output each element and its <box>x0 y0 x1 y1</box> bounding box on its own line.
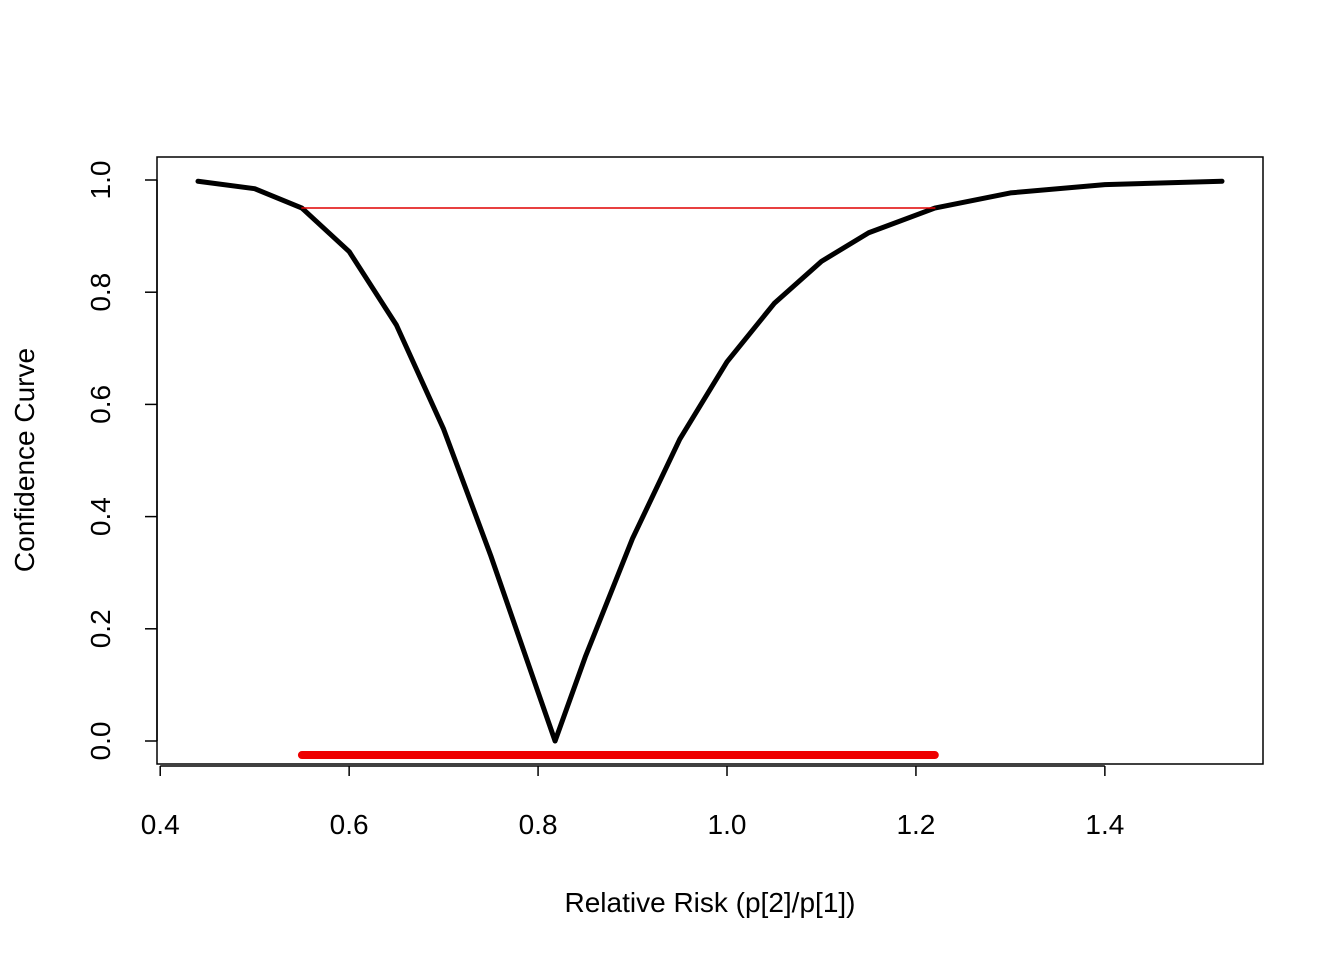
x-tick-label: 1.2 <box>896 809 935 840</box>
y-axis-label: Confidence Curve <box>9 348 40 572</box>
curve <box>195 178 1225 744</box>
y-tick-label: 0.4 <box>85 497 116 536</box>
x-axis-label: Relative Risk (p[2]/p[1]) <box>565 887 856 918</box>
y-tick-label: 1.0 <box>85 161 116 200</box>
y-tick-label: 0.8 <box>85 273 116 312</box>
x-tick-label: 0.4 <box>141 809 180 840</box>
plot-box <box>156 156 1264 765</box>
y-tick-label: 0.2 <box>85 609 116 648</box>
x-tick-label: 0.6 <box>330 809 369 840</box>
x-tick-label: 1.0 <box>708 809 747 840</box>
x-tick-label: 0.8 <box>519 809 558 840</box>
y-tick-label: 0.0 <box>85 722 116 761</box>
y-tick-label: 0.6 <box>85 385 116 424</box>
x-tick-label: 1.4 <box>1085 809 1124 840</box>
